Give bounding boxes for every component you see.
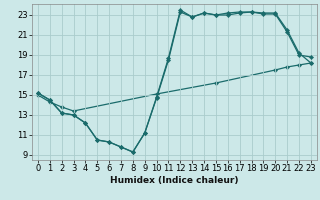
X-axis label: Humidex (Indice chaleur): Humidex (Indice chaleur)	[110, 176, 239, 185]
